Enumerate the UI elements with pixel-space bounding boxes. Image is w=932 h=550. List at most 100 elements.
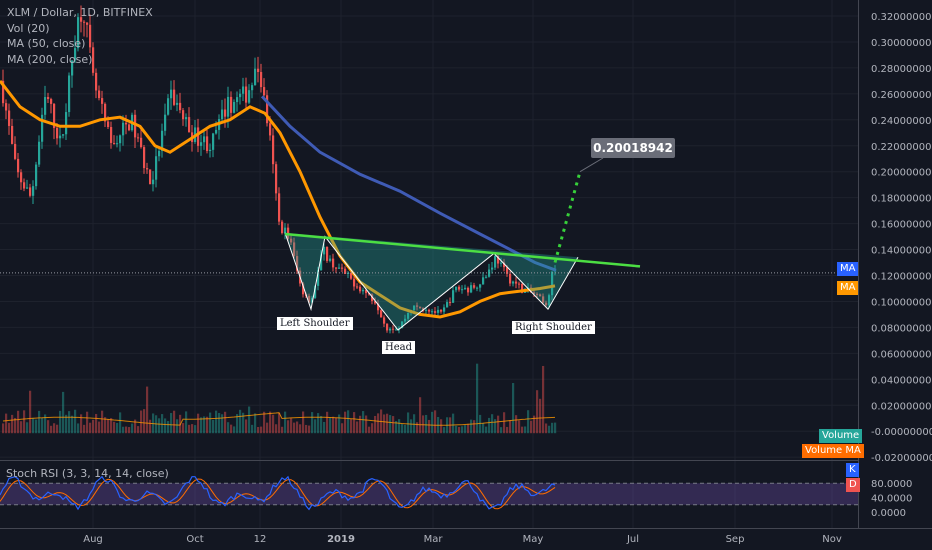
volume-bar [503,412,506,434]
candle-body [407,312,410,319]
volume-bar [224,411,227,434]
y-tick-label: 0.30000000 [871,38,931,49]
volume-bar [242,412,245,434]
volume-bar [548,425,551,434]
volume-bar [86,411,89,434]
volume-bar [98,421,101,434]
candle-body [23,182,26,189]
candle-body [551,271,554,296]
volume-bar [299,424,302,434]
candle-body [89,24,92,48]
candle-body [14,143,17,159]
volume-bar [443,427,446,434]
candle-body [122,122,125,136]
volume-bar [428,419,431,434]
candle-body [176,102,179,105]
candle-body [11,125,14,144]
volume-bar [302,411,305,434]
volume-bar [368,426,371,434]
volume-bar [374,415,377,434]
volume-bar [254,413,257,434]
candle-body [479,284,482,288]
volume-bar [329,417,332,434]
volume-bar [110,418,113,434]
volume-bar [317,413,320,434]
target-projection [553,171,582,263]
right-shoulder-label: Right Shoulder [512,321,595,334]
volume-bar [143,409,146,434]
volume-bar [518,420,521,434]
candle-body [188,117,191,133]
volume-bar [68,411,71,434]
volume-bar [119,412,122,434]
volume-bar [200,417,203,434]
volume-bar [125,426,128,434]
volume-bar [284,411,287,434]
volume-bar [41,417,44,434]
candle-body [539,294,542,297]
candle-body [317,270,320,286]
candle-body [230,96,233,113]
stoch-rsi-title[interactable]: Stoch RSI (3, 3, 14, 14, close) [6,467,169,480]
rsi-tick-label: 0.0000 [871,508,906,519]
volume-bar [383,414,386,434]
candle-body [86,22,89,25]
volume-bar [311,412,314,434]
volume-bar [56,424,59,434]
volume-bar [47,420,50,434]
candle-body [512,281,515,284]
candle-body [296,256,299,271]
indicator-ma50[interactable]: MA (50, close) [7,37,86,50]
candle-body [5,103,8,111]
y-tick-label: 0.10000000 [871,297,931,308]
volume-bar [404,424,407,434]
y-tick-label: -0.00000000 [871,427,932,438]
volume-bar [482,422,485,434]
left-shoulder-label: Left Shoulder [277,317,353,330]
volume-bar [269,411,272,434]
candle-body [77,17,80,49]
candle-body [491,267,494,270]
volume-bar [50,425,53,434]
volume-bar [335,417,338,434]
indicator-volume[interactable]: Vol (20) [7,21,50,35]
candle-body [392,328,395,330]
candle-body [71,60,74,76]
candle-body [50,99,53,104]
volume-bar [425,414,428,434]
volume-bar [494,419,497,434]
candle-body [416,305,419,307]
y-tick-label: 0.26000000 [871,90,931,101]
volume-bar [14,417,17,434]
grid [0,0,858,528]
volume-bar [491,414,494,434]
volume-bar [458,426,461,434]
candle-body [431,311,434,313]
candle-body [185,117,188,120]
candle-body [20,172,23,183]
x-tick-label: May [523,534,544,545]
volume-bar [434,410,437,434]
candle-body [455,286,458,291]
candle-body [248,90,251,103]
candle-body [365,289,368,294]
candle-body [470,285,473,293]
candle-body [227,96,230,117]
volume-bar [62,391,65,434]
volume-bar [272,414,275,434]
volume-bar [248,406,251,434]
candle-body [26,187,29,189]
candle-body [164,114,167,131]
volume-bar [5,413,8,434]
volume-bar [2,423,5,434]
candle-body [92,47,95,73]
volume-bar [158,418,161,434]
candle-body [233,102,236,113]
candle-body [65,112,68,135]
candle-body [62,134,65,136]
volume-bar [161,414,164,434]
volume-bar [539,398,542,434]
volume-bar [104,417,107,434]
indicator-ma200[interactable]: MA (200, close) [7,52,93,66]
